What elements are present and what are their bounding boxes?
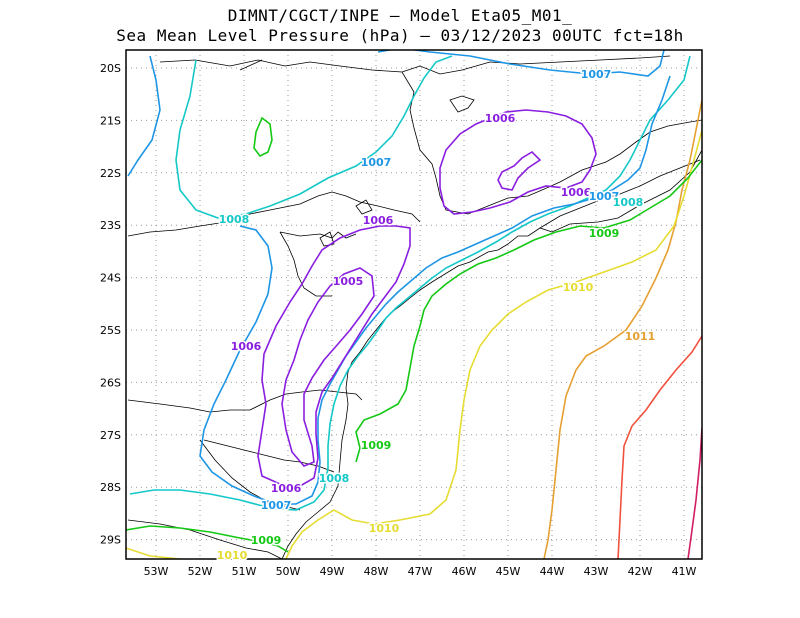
contour-label-1006: 1006 (363, 214, 394, 227)
border-mg-rj (539, 159, 701, 229)
longitude-labels: 53W 52W 51W 50W 49W 48W 47W 46W 45W 44W 43W 42W 41W (144, 565, 697, 578)
longitude-tick-label: 52W (188, 565, 213, 578)
contour-label-1007: 1007 (589, 190, 620, 203)
longitude-tick-label: 41W (672, 565, 697, 578)
contour-label-1007: 1007 (581, 68, 612, 81)
isobar-1006-inner (497, 150, 542, 191)
contour-label-1010: 1010 (369, 522, 400, 535)
latitude-tick-label: 23S (100, 219, 121, 232)
longitude-tick-label: 50W (276, 565, 301, 578)
contour-label-1010: 1010 (217, 549, 248, 562)
latitude-tick-label: 20S (100, 62, 121, 75)
longitude-tick-label: 43W (584, 565, 609, 578)
border-ms-sp (249, 191, 421, 223)
contour-label-1009: 1009 (589, 227, 620, 240)
longitude-tick-label: 44W (540, 565, 565, 578)
border-uruguay (127, 519, 283, 559)
latitude-tick-label: 25S (100, 324, 121, 337)
contour-label-1008: 1008 (219, 213, 250, 226)
contour-label-1006: 1006 (485, 112, 516, 125)
isobar-1008 (129, 55, 691, 511)
latitude-tick-label: 24S (100, 272, 121, 285)
longitude-tick-label: 45W (496, 565, 521, 578)
lat-lon-grid (126, 50, 702, 559)
border-argentina (127, 399, 301, 511)
longitude-tick-label: 47W (408, 565, 433, 578)
isobar-1012 (617, 335, 702, 559)
map-frame (125, 49, 703, 560)
border-minas-goias (159, 59, 437, 179)
isobars (126, 50, 702, 559)
isobar-1006-south (257, 225, 411, 487)
latitude-tick-label: 22S (100, 167, 121, 180)
isobar-1013 (687, 427, 702, 559)
contour-label-1006: 1006 (231, 340, 262, 353)
contour-label-1007: 1007 (261, 499, 292, 512)
longitude-tick-label: 51W (232, 565, 257, 578)
contour-label-1011: 1011 (625, 330, 656, 343)
latitude-tick-label: 28S (100, 481, 121, 494)
contour-label-1008: 1008 (319, 472, 350, 485)
contour-label-1010: 1010 (563, 281, 594, 294)
border-ms-pr (279, 231, 357, 239)
longitude-tick-label: 42W (628, 565, 653, 578)
border-paraguay (127, 213, 332, 297)
contour-label-1006: 1006 (561, 186, 592, 199)
longitude-tick-label: 53W (144, 565, 169, 578)
longitude-tick-label: 46W (452, 565, 477, 578)
isobar-1009 (126, 159, 702, 553)
longitude-tick-label: 48W (364, 565, 389, 578)
islands-lagoon (319, 95, 475, 247)
latitude-labels: 20S 21S 22S 23S 24S 25S 26S 27S 28S 29S (100, 62, 121, 547)
border-sc-rs (203, 439, 335, 473)
contour-label-1007: 1007 (361, 156, 392, 169)
political-borders (127, 55, 702, 559)
isobar-1011 (543, 99, 702, 559)
contour-label-1009: 1009 (251, 534, 282, 547)
latitude-tick-label: 26S (100, 376, 121, 389)
map-title-line1: DIMNT/CGCT/INPE – Model Eta05_M01_ (227, 6, 573, 25)
latitude-tick-label: 29S (100, 534, 121, 547)
isobar-1010-east (285, 129, 702, 559)
latitude-tick-label: 27S (100, 429, 121, 442)
border-pr-sc (249, 389, 363, 411)
isobar-1008-blob (253, 116, 273, 158)
longitude-tick-label: 49W (320, 565, 345, 578)
contour-label-1005: 1005 (333, 275, 364, 288)
coastline (281, 149, 702, 559)
latitude-tick-label: 21S (100, 114, 121, 127)
contour-label-1008: 1008 (613, 196, 644, 209)
contour-label-1009: 1009 (361, 439, 392, 452)
map-title-line2: Sea Mean Level Pressure (hPa) – 03/12/20… (116, 26, 684, 45)
isobar-1010-sw (126, 547, 181, 559)
isobar-1006-north (439, 109, 597, 215)
contour-label-1006: 1006 (271, 482, 302, 495)
isobar-1005 (281, 267, 375, 467)
